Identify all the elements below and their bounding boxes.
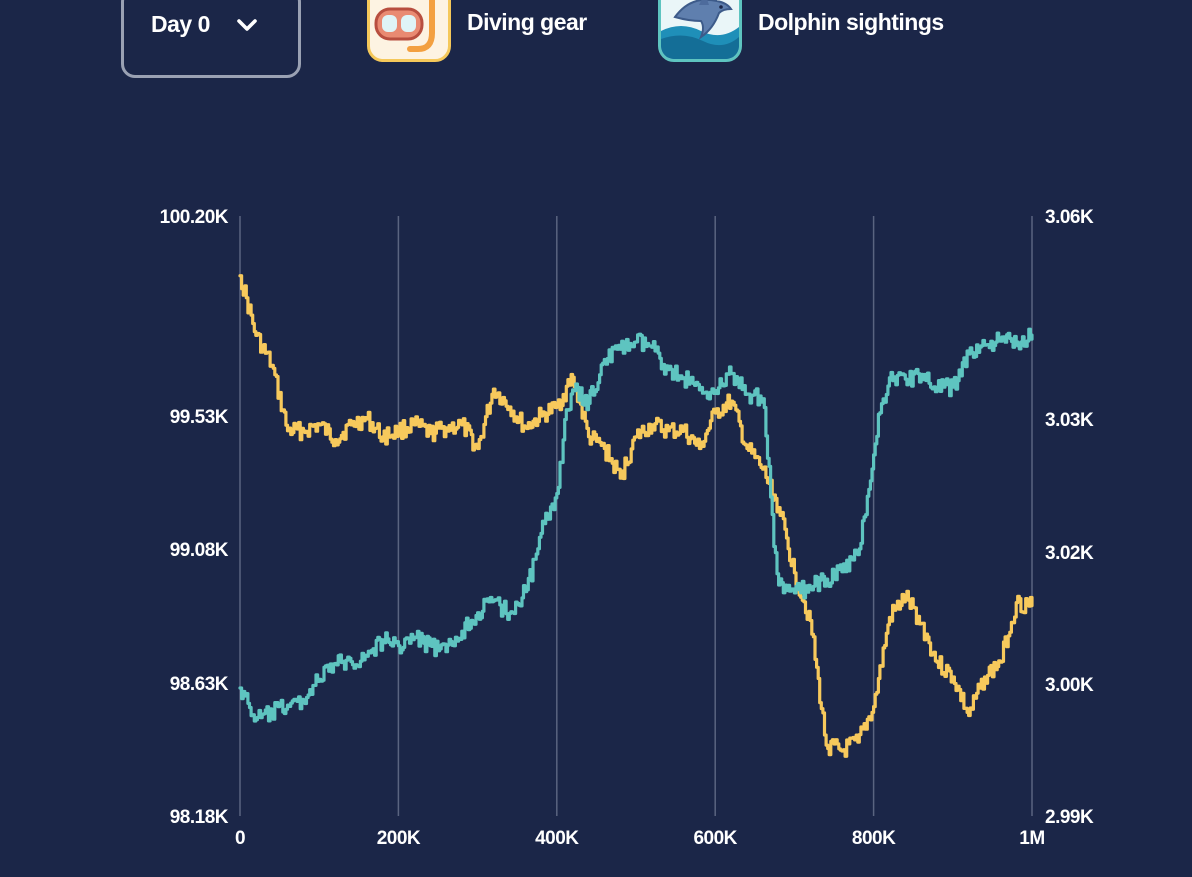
- x-tick-label: 200K: [377, 828, 421, 849]
- y-left-tick-label: 99.08K: [170, 540, 229, 561]
- y-right-tick-label: 3.00K: [1045, 675, 1094, 696]
- x-tick-label: 600K: [693, 828, 737, 849]
- y-left-tick-label: 98.18K: [170, 807, 229, 828]
- legend-label-diving-gear: Diving gear: [467, 9, 587, 35]
- day-selector[interactable]: Day 0: [121, 0, 301, 78]
- legend-label-dolphin-sightings: Dolphin sightings: [758, 9, 944, 35]
- chevron-down-icon: [237, 19, 257, 31]
- y-right-tick-label: 2.99K: [1045, 807, 1094, 828]
- y-right-tick-label: 3.03K: [1045, 410, 1094, 431]
- y-right-tick-label: 3.02K: [1045, 543, 1094, 564]
- x-tick-label: 400K: [535, 828, 579, 849]
- x-tick-label: 800K: [852, 828, 896, 849]
- series-line-dolphin-sightings: [238, 327, 1034, 723]
- y-left-tick-label: 98.63K: [170, 674, 229, 695]
- series-line-diving-gear: [238, 274, 1034, 758]
- y-left-tick-label: 99.53K: [170, 407, 229, 428]
- snorkel-mask-icon: [367, 0, 451, 62]
- x-tick-label: 1M: [1019, 828, 1044, 849]
- y-left-tick-label: 100.20K: [160, 207, 229, 228]
- y-right-tick-label: 3.06K: [1045, 207, 1094, 228]
- dolphin-icon: [658, 0, 742, 62]
- day-selector-label: Day 0: [151, 11, 210, 37]
- x-tick-label: 0: [235, 828, 245, 849]
